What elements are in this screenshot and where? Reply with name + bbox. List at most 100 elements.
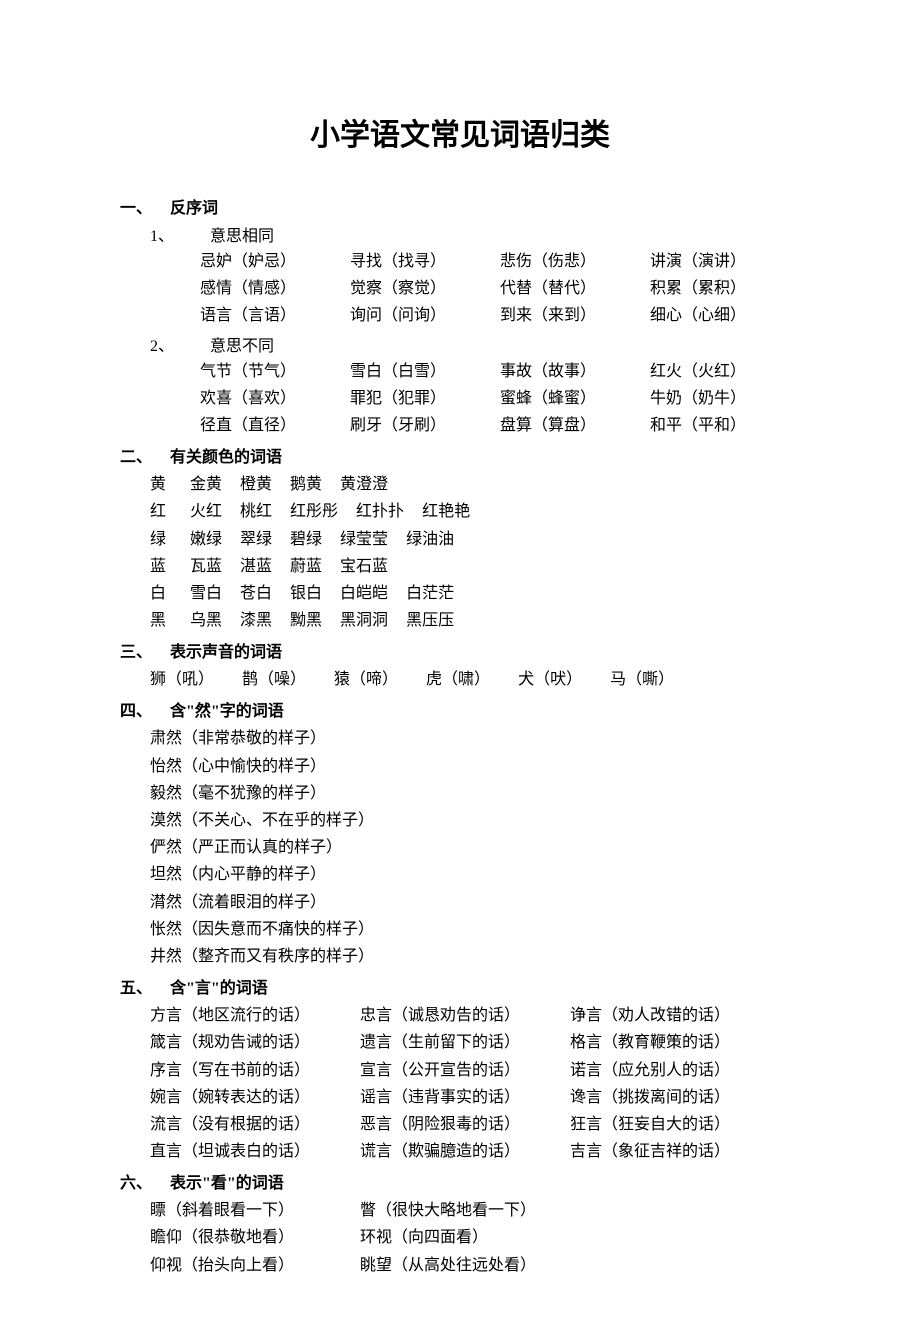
document-page: 小学语文常见词语归类 一、反序词 1、意思相同 忌妒（妒忌） 寻找（找寻） 悲伤… [0,0,920,1339]
ran-item: 井然（整齐而又有秩序的样子） [150,943,800,970]
section-1-sub2: 2、意思不同 [150,332,800,356]
ran-item: 肃然（非常恭敬的样子） [150,725,800,752]
cell: 吉言（象征吉祥的话） [570,1138,780,1165]
cell: 直言（坦诚表白的话） [150,1138,360,1165]
yan-row: 直言（坦诚表白的话） 谎言（欺骗臆造的话） 吉言（象征吉祥的话） [150,1138,800,1165]
s1-row-2-2: 欢喜（喜欢） 罪犯（犯罪） 蜜蜂（蜂蜜） 牛奶（奶牛） [200,385,800,412]
cell: 积累（累积） [650,275,800,302]
cell: 序言（写在书前的话） [150,1057,360,1084]
cell: 箴言（规劝告诫的话） [150,1029,360,1056]
cell: 眺望（从高处往远处看） [360,1252,536,1279]
cell: 流言（没有根据的话） [150,1111,360,1138]
cell: 气节（节气） [200,358,350,385]
cell: 瞟（斜着眼看一下） [150,1197,360,1224]
section-5-num: 五、 [120,974,170,998]
color-row-red: 红 火红 桃红 红彤彤 红扑扑 红艳艳 [150,498,800,525]
section-1-sub2-title: 意思不同 [210,338,274,355]
sound-item: 虎（啸） [426,666,490,693]
color-row-yellow: 黄 金黄 橙黄 鹅黄 黄澄澄 [150,471,800,498]
cell: 悲伤（伤悲） [500,248,650,275]
section-2-num: 二、 [120,443,170,467]
kan-row: 仰视（抬头向上看） 眺望（从高处往远处看） [150,1252,800,1279]
val: 翠绿 [240,526,272,553]
val: 嫩绿 [190,526,222,553]
section-6-num: 六、 [120,1169,170,1193]
cell: 询问（问询） [350,302,500,329]
section-1-sub1: 1、意思相同 [150,222,800,246]
val: 红彤彤 [290,498,338,525]
val: 黑洞洞 [340,607,388,634]
cell: 恶言（阴险狠毒的话） [360,1111,570,1138]
kan-row: 瞻仰（很恭敬地看） 环视（向四面看） [150,1224,800,1251]
s1-row-2-1: 气节（节气） 雪白（白雪） 事故（故事） 红火（火红） [200,358,800,385]
cell: 语言（言语） [200,302,350,329]
color-vals: 雪白 苍白 银白 白皑皑 白茫茫 [190,580,468,607]
yan-row: 婉言（婉转表达的话） 谣言（违背事实的话） 谗言（挑拨离间的话） [150,1084,800,1111]
sound-item: 犬（吠） [518,666,582,693]
val: 绿莹莹 [340,526,388,553]
val: 火红 [190,498,222,525]
val: 苍白 [240,580,272,607]
cell: 红火（火红） [650,358,800,385]
color-row-blue: 蓝 瓦蓝 湛蓝 蔚蓝 宝石蓝 [150,553,800,580]
val: 黝黑 [290,607,322,634]
cell: 寻找（找寻） [350,248,500,275]
cell: 忠言（诚恳劝告的话） [360,1002,570,1029]
val: 雪白 [190,580,222,607]
color-vals: 瓦蓝 湛蓝 蔚蓝 宝石蓝 [190,553,420,580]
color-key: 红 [150,498,190,525]
color-row-green: 绿 嫩绿 翠绿 碧绿 绿莹莹 绿油油 [150,526,800,553]
ran-item: 怅然（因失意而不痛快的样子） [150,916,800,943]
s1-row-1-1: 忌妒（妒忌） 寻找（找寻） 悲伤（伤悲） 讲演（演讲） [200,248,800,275]
cell: 到来（来到） [500,302,650,329]
cell: 婉言（婉转表达的话） [150,1084,360,1111]
ran-item: 俨然（严正而认真的样子） [150,834,800,861]
ran-item: 坦然（内心平静的样子） [150,861,800,888]
cell: 欢喜（喜欢） [200,385,350,412]
cell: 遗言（生前留下的话） [360,1029,570,1056]
cell: 方言（地区流行的话） [150,1002,360,1029]
section-1-sub1-title: 意思相同 [210,228,274,245]
cell: 雪白（白雪） [350,358,500,385]
color-vals: 嫩绿 翠绿 碧绿 绿莹莹 绿油油 [190,526,468,553]
section-2-heading: 二、有关颜色的词语 [120,443,800,467]
page-title: 小学语文常见词语归类 [120,110,800,154]
ran-item: 漠然（不关心、不在乎的样子） [150,807,800,834]
val: 红艳艳 [422,498,470,525]
cell: 仰视（抬头向上看） [150,1252,360,1279]
section-2-title: 有关颜色的词语 [170,449,282,466]
ran-item: 毅然（毫不犹豫的样子） [150,780,800,807]
section-3-title: 表示声音的词语 [170,644,282,661]
section-4-heading: 四、含"然"字的词语 [120,697,800,721]
yan-row: 箴言（规劝告诫的话） 遗言（生前留下的话） 格言（教育鞭策的话） [150,1029,800,1056]
section-3-heading: 三、表示声音的词语 [120,638,800,662]
sound-item: 狮（吼） [150,666,214,693]
section-1-sub2-num: 2、 [150,332,210,356]
cell: 罪犯（犯罪） [350,385,500,412]
cell: 代替（替代） [500,275,650,302]
color-row-black: 黑 乌黑 漆黑 黝黑 黑洞洞 黑压压 [150,607,800,634]
ran-item: 怡然（心中愉快的样子） [150,753,800,780]
cell: 谣言（违背事实的话） [360,1084,570,1111]
yan-row: 流言（没有根据的话） 恶言（阴险狠毒的话） 狂言（狂妄自大的话） [150,1111,800,1138]
color-row-white: 白 雪白 苍白 银白 白皑皑 白茫茫 [150,580,800,607]
cell: 刷牙（牙刷） [350,412,500,439]
val: 银白 [290,580,322,607]
cell: 感情（情感） [200,275,350,302]
cell: 谗言（挑拨离间的话） [570,1084,780,1111]
color-vals: 乌黑 漆黑 黝黑 黑洞洞 黑压压 [190,607,468,634]
val: 橙黄 [240,471,272,498]
cell: 瞥（很快大略地看一下） [360,1197,536,1224]
val: 黑压压 [406,607,454,634]
cell: 牛奶（奶牛） [650,385,800,412]
color-key: 蓝 [150,553,190,580]
section-4-num: 四、 [120,697,170,721]
section-4-title: 含"然"字的词语 [170,703,284,720]
cell: 径直（直径） [200,412,350,439]
val: 漆黑 [240,607,272,634]
val: 红扑扑 [356,498,404,525]
cell: 蜜蜂（蜂蜜） [500,385,650,412]
sound-item: 鹊（噪） [242,666,306,693]
cell: 环视（向四面看） [360,1224,488,1251]
yan-row: 序言（写在书前的话） 宣言（公开宣告的话） 诺言（应允别人的话） [150,1057,800,1084]
